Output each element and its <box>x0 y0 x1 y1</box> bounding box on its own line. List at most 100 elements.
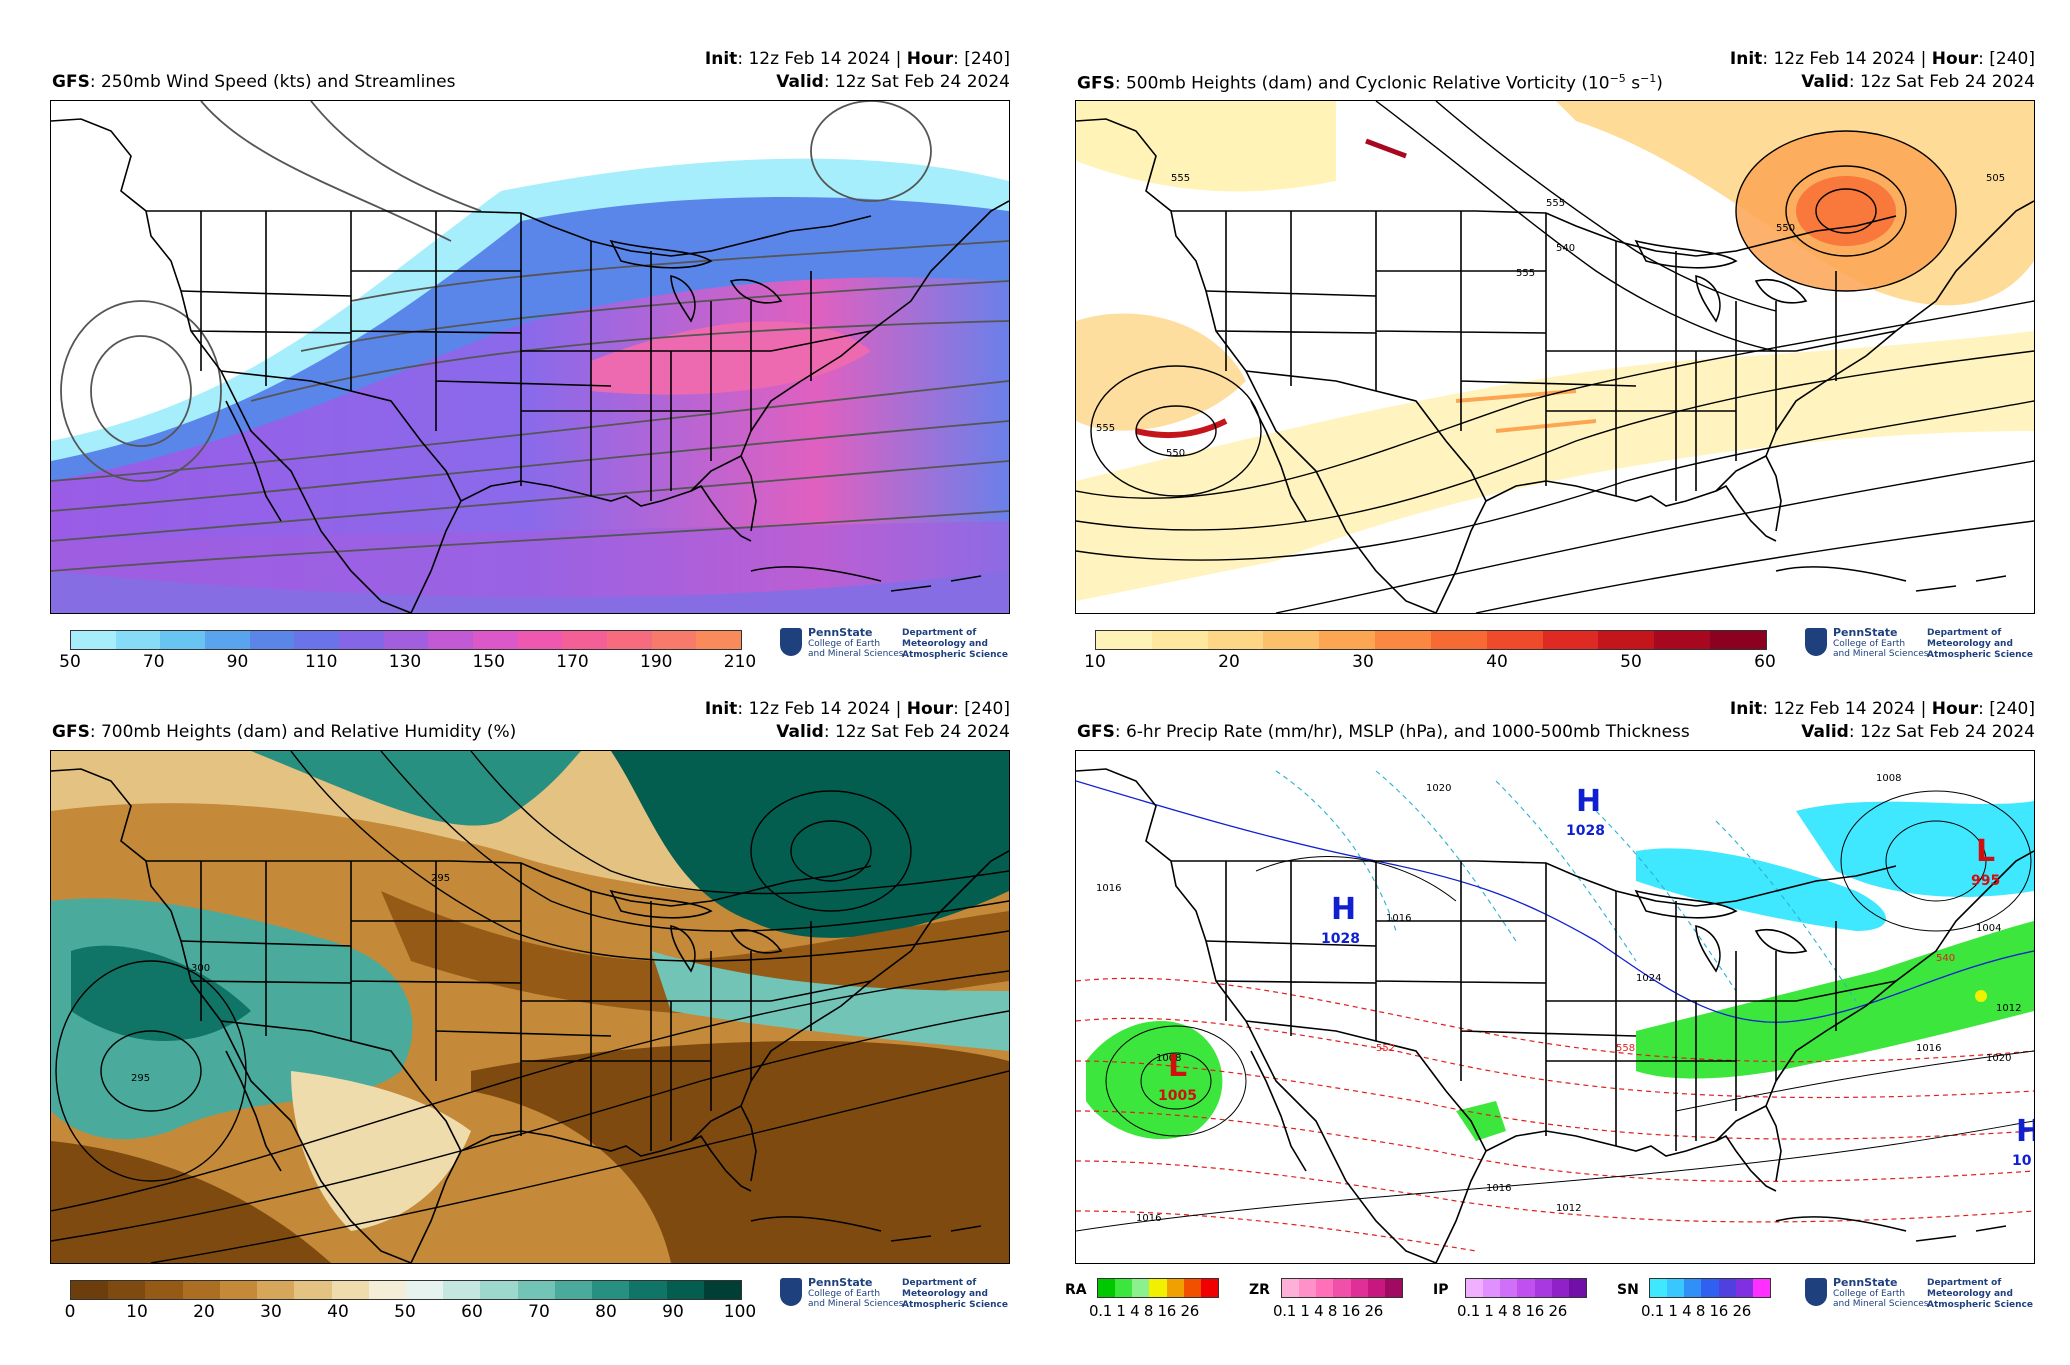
colorbar-swatch <box>1486 631 1543 649</box>
pennstate-logo: PennState College of Earth and Mineral S… <box>1805 626 2045 666</box>
svg-text:555: 555 <box>1516 268 1535 279</box>
panel-title: GFS: 6-hr Precip Rate (mm/hr), MSLP (hPa… <box>1077 722 1690 742</box>
colorbar <box>70 1280 742 1300</box>
colorbar-swatch <box>1367 1279 1385 1297</box>
colorbar-swatch <box>108 1281 146 1299</box>
colorbar-tick-label: 30 <box>1352 652 1374 672</box>
precip-colorbar <box>1281 1278 1403 1298</box>
colorbar-swatch <box>1551 1279 1569 1297</box>
colorbar-swatch <box>517 631 563 649</box>
colorbar-tick-label: 210 <box>723 652 757 672</box>
colorbar-swatch <box>1568 1279 1586 1297</box>
init-line: Init: 12z Feb 14 2024 | Hour: [240] <box>704 699 1010 719</box>
valid-line: Valid: 12z Sat Feb 24 2024 <box>1801 72 2035 92</box>
precip-type-label: ZR <box>1249 1282 1270 1298</box>
colorbar-swatch <box>331 1281 369 1299</box>
svg-text:1016: 1016 <box>1916 1043 1941 1054</box>
colorbar-swatch <box>1098 1279 1116 1297</box>
colorbar-swatch <box>592 1281 630 1299</box>
colorbar-tick-label: 10 <box>126 1302 148 1322</box>
svg-text:550: 550 <box>1166 448 1185 459</box>
colorbar-swatch <box>1650 1279 1668 1297</box>
colorbar-swatch <box>1207 631 1264 649</box>
panel-title: GFS: 250mb Wind Speed (kts) and Streamli… <box>52 72 456 92</box>
colorbar-tick-label: 80 <box>595 1302 617 1322</box>
colorbar-swatch <box>1166 1279 1184 1297</box>
panel-header: Init: 12z Feb 14 2024 | Hour: [240] GFS:… <box>50 44 1010 94</box>
colorbar-swatch <box>480 1281 518 1299</box>
svg-text:540: 540 <box>1936 953 1955 964</box>
colorbar-tick-label: 50 <box>1620 652 1642 672</box>
precip-colorbar <box>1465 1278 1587 1298</box>
colorbar-tick-label: 190 <box>640 652 673 672</box>
pennstate-logo: PennState College of Earth and Mineral S… <box>780 626 1020 666</box>
colorbar-swatch <box>1333 1279 1351 1297</box>
colorbar-swatch <box>294 631 340 649</box>
precip-legend-sn: SN 0.1 1 4 8 16 26 <box>1617 1274 1797 1334</box>
colorbar-swatch <box>182 1281 220 1299</box>
precip-colorbar <box>1649 1278 1771 1298</box>
colorbar-tick-label: 70 <box>528 1302 550 1322</box>
high-pressure-center: H <box>2016 1114 2034 1149</box>
department-name: Department of Meteorology and Atmospheric … <box>902 1278 1008 1310</box>
svg-text:558: 558 <box>1616 1043 1635 1054</box>
svg-text:1012: 1012 <box>1556 1203 1581 1214</box>
panel-header: Init: 12z Feb 14 2024 | Hour: [240] GFS:… <box>1075 694 2035 744</box>
colorbar-tick-label: 50 <box>59 652 81 672</box>
colorbar-swatch <box>71 631 116 649</box>
panel-header: Init: 12z Feb 14 2024 | Hour: [240] GFS:… <box>1075 44 2035 94</box>
colorbar-swatch <box>1735 1279 1753 1297</box>
valid-line: Valid: 12z Sat Feb 24 2024 <box>776 72 1010 92</box>
colorbar-swatch <box>629 1281 667 1299</box>
colorbar-tick-label: 90 <box>662 1302 684 1322</box>
colorbar-swatch <box>1200 1279 1218 1297</box>
nittany-lion-shield-icon <box>780 628 802 656</box>
colorbar-ticks: 50 70 90 110 130 150 170 190 210 <box>59 652 756 674</box>
colorbar-tick-label: 0 <box>64 1302 76 1322</box>
colorbar-swatch <box>1151 631 1208 649</box>
svg-text:10: 10 <box>2012 1153 2032 1169</box>
colorbar-swatch <box>1149 1279 1167 1297</box>
colorbar-swatch <box>160 631 206 649</box>
colorbar <box>70 630 742 650</box>
valid-line: Valid: 12z Sat Feb 24 2024 <box>1801 722 2035 742</box>
colorbar-tick-label: 100 <box>723 1302 757 1322</box>
low-pressure-center: L <box>1976 834 1995 869</box>
colorbar-swatch <box>1384 1279 1402 1297</box>
pennstate-logo: PennState College of Earth and Mineral S… <box>1805 1276 2045 1316</box>
colorbar-swatch <box>1483 1279 1501 1297</box>
colorbar-swatch <box>1132 1279 1150 1297</box>
colorbar-swatch <box>1430 631 1487 649</box>
colorbar-tick-label: 130 <box>388 652 422 672</box>
svg-text:555: 555 <box>1096 423 1115 434</box>
init-line: Init: 12z Feb 14 2024 | Hour: [240] <box>704 49 1010 69</box>
svg-text:1028: 1028 <box>1566 823 1605 839</box>
svg-text:1028: 1028 <box>1321 931 1360 947</box>
colorbar-swatch <box>1500 1279 1518 1297</box>
colorbar-swatch <box>607 631 652 649</box>
colorbar-swatch <box>1350 1279 1368 1297</box>
map-precip: 1016 1020 1008 1016 1024 1004 1012 1016 … <box>1075 750 2035 1264</box>
precip-type-label: SN <box>1617 1282 1639 1298</box>
panel-header: Init: 12z Feb 14 2024 | Hour: [240] GFS:… <box>50 694 1010 744</box>
colorbar-swatch <box>339 631 384 649</box>
precip-tick-labels: 0.1 1 4 8 16 26 <box>1089 1302 1199 1320</box>
colorbar-tick-label: 60 <box>1754 652 1776 672</box>
colorbar-swatch <box>71 1281 109 1299</box>
colorbar-tick-label: 170 <box>556 652 589 672</box>
colorbar-swatch <box>115 631 161 649</box>
colorbar-swatch <box>1517 1279 1535 1297</box>
pennstate-logo: PennState College of Earth and Mineral S… <box>780 1276 1020 1316</box>
svg-text:1008: 1008 <box>1876 773 1901 784</box>
colorbar-tick-label: 70 <box>142 652 165 672</box>
colorbar-tick-label: 110 <box>305 652 338 672</box>
svg-text:555: 555 <box>1171 173 1190 184</box>
precip-colorbar <box>1097 1278 1219 1298</box>
high-pressure-center: H <box>1576 784 1601 819</box>
colorbar-swatch <box>443 1281 481 1299</box>
colorbar-swatch <box>1534 1279 1552 1297</box>
map-500mb: 555 555 540 555 505 555 550 550 <box>1075 100 2035 614</box>
svg-text:1012: 1012 <box>1996 1003 2021 1014</box>
svg-text:1004: 1004 <box>1976 923 2001 934</box>
department-name: Department of Meteorology and Atmospheric … <box>1927 1278 2033 1310</box>
